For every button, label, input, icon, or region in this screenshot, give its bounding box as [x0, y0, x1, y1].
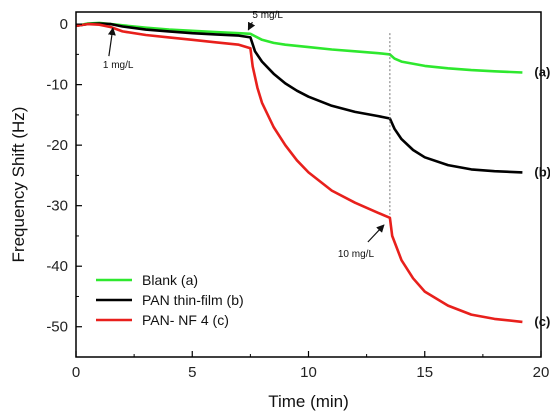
axis-tick-labels: 0 5 10 15 20 0 -10 -20 -30 -40 -50: [46, 16, 549, 381]
legend-label: PAN thin-film (b): [142, 292, 244, 308]
legend-label: Blank (a): [142, 272, 198, 288]
x-tick-label: 20: [533, 364, 550, 381]
plot-lines: [75, 21, 523, 324]
series-end-label: (a): [534, 65, 550, 80]
annotation-arrow: [247, 21, 256, 31]
y-tick-label: -50: [46, 319, 68, 336]
y-tick-label: 0: [60, 16, 68, 33]
chart-legend: Blank (a) PAN thin-film (b) PAN- NF 4 (c): [96, 272, 244, 328]
concentration-annotation: 5 mg/L: [252, 10, 283, 21]
axis-ticks: [75, 23, 542, 357]
y-tick-label: -20: [46, 137, 68, 154]
x-tick-label: 5: [188, 364, 196, 381]
y-tick-label: -40: [46, 258, 68, 275]
series-line: [75, 21, 523, 74]
annotation-arrow: [107, 27, 116, 57]
x-tick-label: 0: [72, 364, 80, 381]
series-line: [75, 22, 523, 324]
y-tick-label: -10: [46, 77, 68, 94]
series-end-label: (c): [534, 314, 550, 329]
y-axis-title: Frequency Shift (Hz): [9, 107, 28, 263]
x-tick-label: 10: [300, 364, 317, 381]
y-tick-label: -30: [46, 198, 68, 215]
annotations: 1 mg/L 5 mg/L 10 mg/L: [103, 10, 391, 260]
concentration-annotation: 1 mg/L: [103, 60, 134, 71]
curve-end-labels: (a) (b) (c): [534, 65, 550, 329]
x-axis-title: Time (min): [268, 392, 349, 411]
series-line: [75, 22, 523, 174]
legend-label: PAN- NF 4 (c): [142, 312, 229, 328]
annotation-arrow: [367, 224, 385, 243]
concentration-annotation: 10 mg/L: [338, 249, 375, 260]
x-tick-label: 15: [416, 364, 433, 381]
series-end-label: (b): [534, 164, 550, 179]
